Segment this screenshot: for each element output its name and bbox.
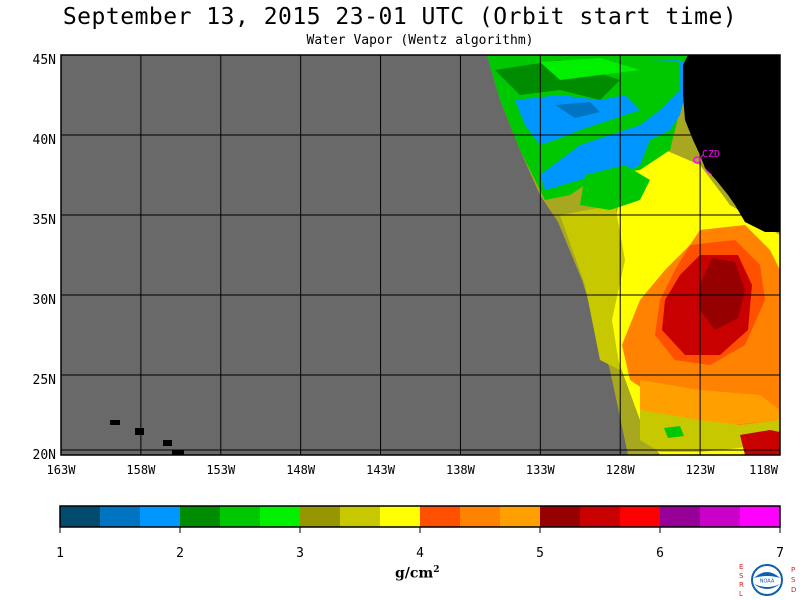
station-label: CZD — [702, 149, 720, 160]
swath-yellow-olive — [560, 205, 625, 370]
logo-letter: D — [791, 586, 796, 594]
lon-label: 123W — [686, 463, 716, 477]
noaa-emblem-text: NOAA — [760, 579, 775, 585]
lat-label: 35N — [33, 213, 56, 228]
swath-green-curl — [580, 165, 650, 210]
colorbar-unit: g/cm2 — [395, 565, 440, 582]
colorbar-swatch — [620, 506, 661, 527]
lon-label: 138W — [446, 463, 476, 477]
colorbar-swatch — [700, 506, 741, 527]
swath-south-red — [740, 430, 780, 455]
lat-label: 25N — [33, 373, 56, 388]
logo-letter: P — [791, 566, 795, 574]
lon-label: 143W — [366, 463, 396, 477]
colorbar-tick-label: 6 — [656, 546, 664, 561]
colorbar-ticks: 1 2 3 4 5 6 7 — [56, 527, 784, 561]
colorbar-swatch — [260, 506, 301, 527]
logo-letter: E — [739, 563, 743, 571]
colorbar-swatch — [100, 506, 141, 527]
swath-orange-light — [640, 380, 780, 425]
colorbar-swatch — [660, 506, 701, 527]
hawaii-island — [135, 428, 144, 435]
colorbar-tick-label: 7 — [776, 546, 784, 561]
colorbar-swatch — [340, 506, 381, 527]
station-marker-czd: CZD — [693, 149, 720, 176]
lat-label: 40N — [33, 133, 56, 148]
logo-letter: S — [791, 576, 796, 584]
latitude-labels: 45N 40N 35N 30N 25N 20N — [33, 53, 56, 463]
colorbar-tick-label: 4 — [416, 546, 424, 561]
colorbar-tick-label: 5 — [536, 546, 544, 561]
lon-label: 148W — [286, 463, 316, 477]
lat-label: 20N — [33, 448, 56, 463]
colorbar-swatch — [220, 506, 261, 527]
land-north-america — [683, 55, 780, 232]
noaa-emblem-bird — [754, 572, 780, 578]
colorbar-swatch — [180, 506, 221, 527]
colorbar-swatch — [60, 506, 101, 527]
lon-label: 128W — [606, 463, 636, 477]
swath-bright-green — [540, 58, 640, 80]
swath-teal — [555, 102, 600, 118]
longitude-labels: 163W 158W 153W 148W 143W 138W 133W 128W 123W 118W — [47, 463, 779, 477]
psd-letters: PSD — [791, 566, 796, 594]
lon-label: 158W — [126, 463, 156, 477]
colorbar-swatch — [380, 506, 421, 527]
map-frame — [60, 54, 781, 456]
hawaii-island — [110, 420, 120, 425]
lon-label: 163W — [47, 463, 77, 477]
swath-blue — [540, 60, 690, 190]
lon-label: 118W — [749, 463, 779, 477]
lon-label: 133W — [526, 463, 556, 477]
colorbar-swatch — [580, 506, 621, 527]
hawaii-island — [172, 450, 184, 455]
colorbar-tick-label: 3 — [296, 546, 304, 561]
colorbar-swatch — [300, 506, 341, 527]
colorbar-tick-label: 2 — [176, 546, 184, 561]
colorbar-swatch — [420, 506, 461, 527]
logo-letter: S — [739, 572, 744, 580]
colorbar-tick-label: 1 — [56, 546, 64, 561]
page-subtitle: Water Vapor (Wentz algorithm) — [306, 33, 534, 48]
colorbar-swatch — [540, 506, 581, 527]
swath-south-green — [664, 426, 684, 438]
logo-letter: L — [739, 590, 743, 598]
colorbar — [60, 506, 781, 527]
noaa-emblem-wave — [754, 584, 780, 589]
swath-blue-lower — [515, 95, 640, 145]
colorbar-swatch — [740, 506, 781, 527]
swath-dark-red — [700, 258, 745, 330]
lon-label: 153W — [206, 463, 236, 477]
lat-label: 30N — [33, 293, 56, 308]
lat-label: 45N — [33, 53, 56, 68]
colorbar-swatch — [500, 506, 541, 527]
page-title: September 13, 2015 23-01 UTC (Orbit star… — [62, 4, 738, 30]
logo-letter: R — [739, 581, 744, 589]
noaa-emblem — [751, 564, 783, 596]
colorbar-swatch — [460, 506, 501, 527]
colorbar-swatch — [140, 506, 181, 527]
hawaii-island — [163, 440, 172, 446]
